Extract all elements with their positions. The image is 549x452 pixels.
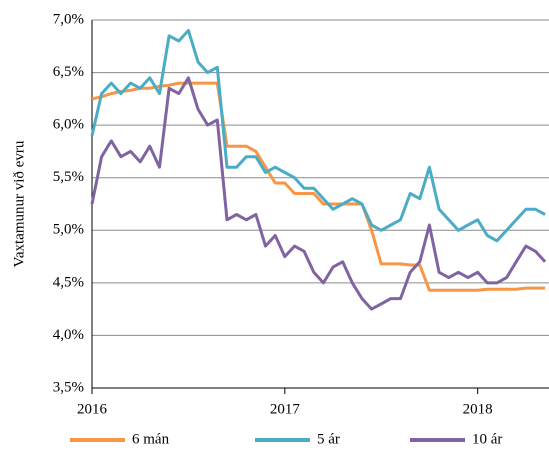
series-line: [91, 81, 546, 292]
y-tick-label: 7,0%: [53, 11, 84, 27]
x-tick-label: 2018: [463, 401, 493, 417]
legend-label: 6 mán: [132, 431, 170, 447]
x-tick-label: 2016: [77, 401, 108, 417]
y-axis-label: Vaxtamunur við evru: [11, 140, 27, 267]
legend-label: 5 ár: [317, 431, 340, 447]
series-line: [90, 29, 546, 243]
x-tick-label: 2017: [270, 401, 301, 417]
y-tick-label: 6,0%: [53, 117, 84, 133]
y-tick-label: 3,5%: [53, 379, 84, 395]
y-tick-label: 5,0%: [53, 222, 84, 238]
legend-label: 10 ár: [472, 431, 502, 447]
y-tick-label: 6,5%: [53, 64, 84, 80]
y-tick-label: 4,5%: [53, 274, 84, 290]
series-line: [90, 76, 547, 311]
y-tick-label: 5,5%: [53, 169, 84, 185]
y-tick-label: 4,0%: [53, 327, 84, 343]
